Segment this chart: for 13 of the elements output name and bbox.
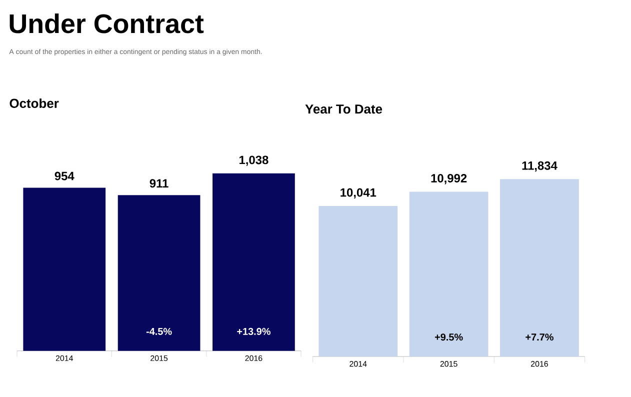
- data-label: 1,038: [240, 156, 268, 166]
- data-label: 10,041: [340, 188, 376, 198]
- data-label: 11,834: [522, 161, 558, 172]
- annotation: +13.9%: [237, 328, 270, 335]
- data-label: 10,992: [431, 174, 467, 184]
- data-label: 954: [54, 172, 74, 180]
- data-label: 911: [150, 179, 168, 188]
- annotation: +7.7%: [526, 334, 554, 341]
- text: Under Contract: [10, 14, 204, 34]
- annotation: -4.5%: [146, 328, 172, 335]
- chart-title: Year To Date: [305, 104, 382, 114]
- chart-title: October: [10, 98, 59, 108]
- annotation: +9.5%: [434, 334, 463, 341]
